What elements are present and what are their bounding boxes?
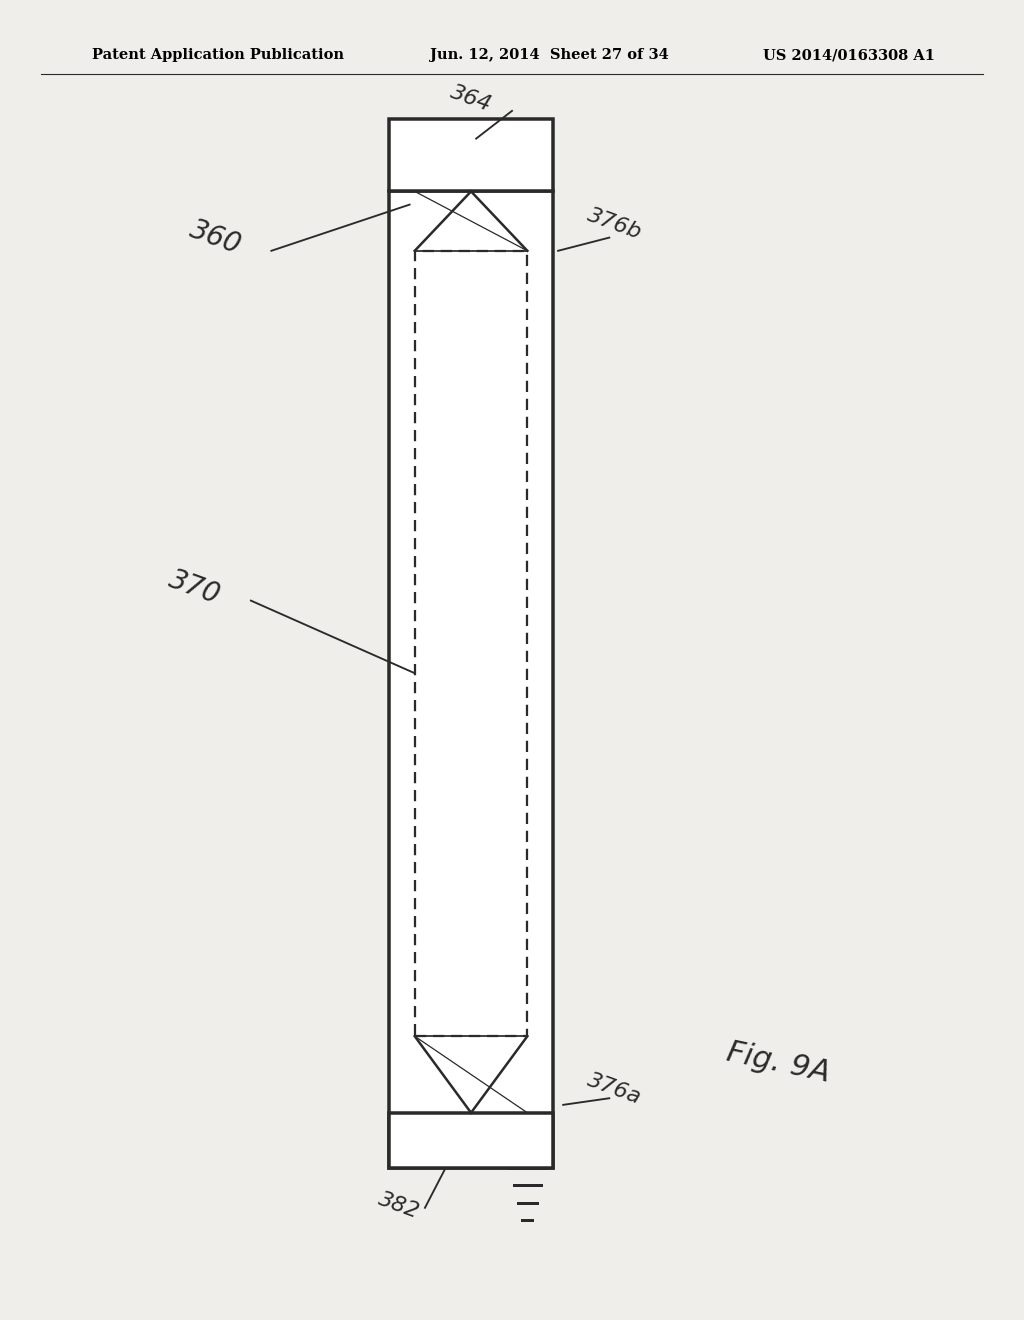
Text: US 2014/0163308 A1: US 2014/0163308 A1 [763, 49, 935, 62]
Text: Patent Application Publication: Patent Application Publication [92, 49, 344, 62]
Text: Fig. 9A: Fig. 9A [724, 1038, 833, 1088]
Bar [389, 191, 553, 1168]
Bar [415, 251, 527, 1036]
Bar [389, 1113, 553, 1168]
Text: 376b: 376b [585, 206, 644, 243]
Text: 382: 382 [376, 1188, 423, 1222]
Text: 364: 364 [447, 82, 495, 116]
Text: Jun. 12, 2014  Sheet 27 of 34: Jun. 12, 2014 Sheet 27 of 34 [430, 49, 669, 62]
Bar [389, 119, 553, 191]
Text: 376a: 376a [585, 1071, 644, 1107]
Text: 370: 370 [165, 565, 224, 610]
Text: 360: 360 [185, 215, 245, 260]
